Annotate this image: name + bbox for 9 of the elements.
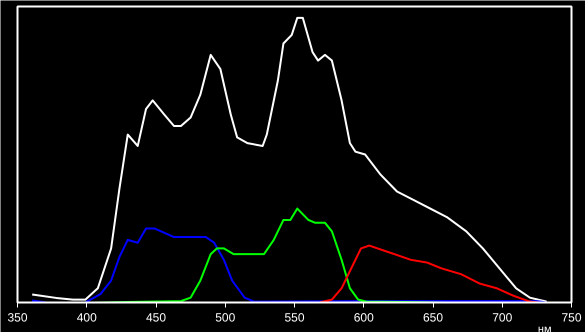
x-tick-label: 550 bbox=[284, 310, 305, 324]
x-tick-label: 700 bbox=[492, 310, 513, 324]
x-tick-label: 450 bbox=[146, 310, 166, 324]
x-tick-label: 650 bbox=[422, 310, 444, 324]
x-tick-label: 750 bbox=[561, 310, 582, 324]
x-tick-label: 350 bbox=[7, 310, 28, 324]
x-tick-label: 600 bbox=[354, 310, 374, 324]
x-tick-label: 400 bbox=[76, 310, 98, 324]
x-tick-label: 500 bbox=[215, 310, 236, 324]
